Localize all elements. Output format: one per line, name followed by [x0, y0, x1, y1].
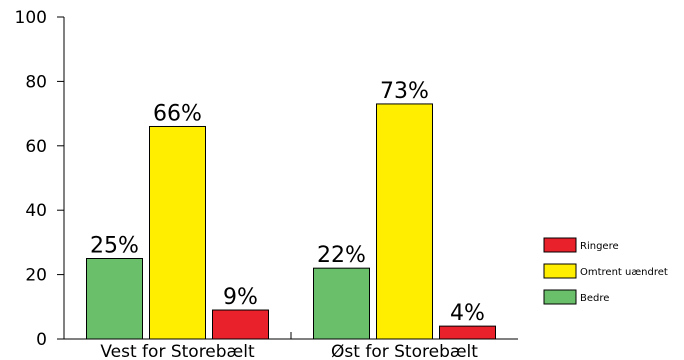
- data-label: 73%: [380, 79, 429, 104]
- legend-swatch: [543, 263, 577, 279]
- legend-label: Ringere: [580, 241, 619, 252]
- legend: Ringere Omtrent uændret Bedre: [543, 237, 668, 305]
- y-axis: 0 20 40 60 80 100: [15, 8, 65, 350]
- y-tick-label: 60: [25, 137, 47, 157]
- bar: [86, 258, 143, 340]
- legend-swatch: [543, 237, 577, 253]
- legend-label: Omtrent uændret: [580, 267, 668, 278]
- y-tick-label: 80: [25, 72, 47, 92]
- y-tick-label: 0: [36, 330, 47, 350]
- bar: [376, 103, 433, 340]
- y-tick-label: 20: [25, 266, 47, 286]
- data-label: 4%: [450, 301, 485, 326]
- x-category-label: Øst for Storebælt: [331, 342, 478, 360]
- data-label: 9%: [223, 285, 258, 310]
- y-tick-label: 40: [25, 201, 47, 221]
- bar: [313, 267, 370, 340]
- bar: [149, 125, 206, 340]
- data-label: 66%: [153, 101, 202, 126]
- data-labels: 25% 66% 9% 22% 73% 4%: [90, 79, 485, 326]
- bar: [439, 325, 496, 340]
- legend-swatch: [543, 289, 577, 305]
- legend-label: Bedre: [580, 293, 609, 304]
- bars: [86, 103, 496, 340]
- x-category-label: Vest for Storebælt: [100, 342, 255, 360]
- x-axis: Vest for Storebælt Øst for Storebælt: [64, 332, 518, 360]
- data-label: 25%: [90, 234, 139, 259]
- data-label: 22%: [317, 243, 366, 268]
- bar: [212, 309, 269, 340]
- y-tick-label: 100: [15, 8, 47, 28]
